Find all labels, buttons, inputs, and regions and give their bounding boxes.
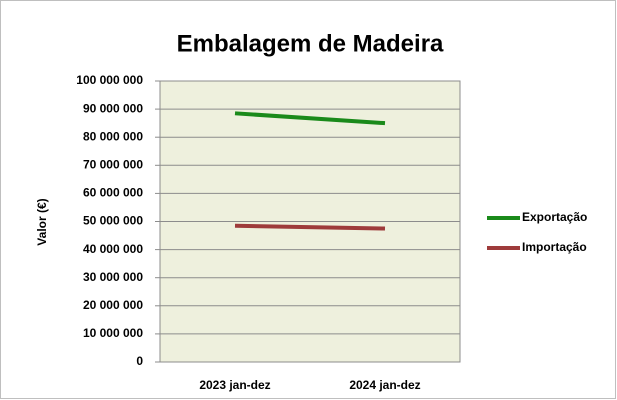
y-tick-label: 80 000 000 <box>83 129 143 143</box>
series-line <box>234 223 386 231</box>
y-tick-label: 20 000 000 <box>83 298 143 312</box>
y-tick-label: 70 000 000 <box>83 157 143 171</box>
legend-label: Exportação <box>522 210 587 224</box>
y-tick-label: 90 000 000 <box>83 101 143 115</box>
y-tick-label: 30 000 000 <box>83 270 143 284</box>
x-tick-label: 2024 jan-dez <box>349 378 420 392</box>
chart-title: Embalagem de Madeira <box>177 30 444 57</box>
y-tick-label: 40 000 000 <box>83 242 143 256</box>
x-tick-label: 2023 jan-dez <box>199 378 270 392</box>
series-line <box>234 111 386 126</box>
y-tick-label: 10 000 000 <box>83 326 143 340</box>
y-tick-label: 0 <box>136 354 143 368</box>
y-tick-label: 100 000 000 <box>76 73 143 87</box>
y-tick-label: 60 000 000 <box>83 186 143 200</box>
y-axis-label: Valor (€) <box>35 198 49 245</box>
y-tick-label: 50 000 000 <box>83 214 143 228</box>
legend-label: Importação <box>522 240 587 254</box>
